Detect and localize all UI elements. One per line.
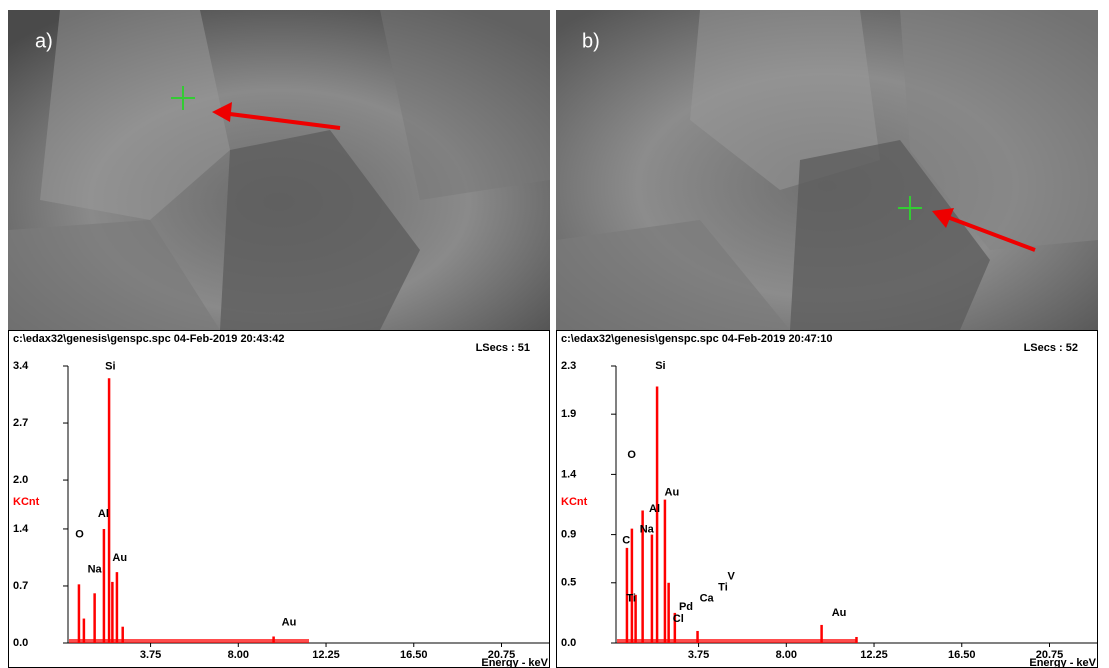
element-label: V	[727, 571, 735, 583]
x-tick-label: 16.50	[948, 649, 976, 661]
y-tick-label: 0.0	[13, 637, 28, 649]
y-tick-label: 0.5	[561, 577, 576, 589]
chart-header: c:\edax32\genesis\genspc.spc 04-Feb-2019…	[13, 333, 284, 345]
element-label: Pd	[679, 601, 693, 613]
x-axis-label: Energy - keV	[481, 657, 548, 668]
chart-frame	[9, 331, 550, 668]
y-tick-label: 1.4	[13, 523, 29, 535]
x-tick-label: 12.25	[312, 649, 340, 661]
element-label: Au	[112, 552, 127, 564]
x-tick-label: 12.25	[860, 649, 888, 661]
sem-image-a: a)	[8, 10, 550, 330]
y-axis-label: KCnt	[13, 496, 40, 508]
element-label: Si	[655, 360, 665, 372]
spectrum-chart: c:\edax32\genesis\genspc.spc 04-Feb-2019…	[9, 331, 551, 668]
element-label: Au	[665, 486, 680, 498]
element-label: Na	[640, 524, 655, 536]
live-time: LSecs : 51	[476, 342, 530, 354]
y-tick-label: 0.9	[561, 529, 576, 541]
x-tick-label: 3.75	[140, 649, 161, 661]
element-label: O	[75, 529, 84, 541]
panel-label: b)	[582, 30, 600, 52]
element-label: Al	[649, 503, 660, 515]
x-tick-label: 16.50	[400, 649, 428, 661]
element-label: Cl	[673, 613, 684, 625]
x-tick-label: 8.00	[776, 649, 797, 661]
y-axis-label: KCnt	[561, 496, 588, 508]
element-label: Ti	[626, 592, 636, 604]
element-label: Ti	[718, 582, 728, 594]
y-tick-label: 0.0	[561, 637, 576, 649]
element-label: Au	[282, 617, 297, 629]
element-label: Si	[105, 361, 115, 373]
element-label: Na	[88, 564, 103, 576]
x-tick-label: 8.00	[228, 649, 249, 661]
chart-frame	[557, 331, 1098, 668]
y-tick-label: 2.0	[13, 474, 28, 486]
y-tick-label: 1.9	[561, 408, 576, 420]
y-tick-label: 0.7	[13, 580, 28, 592]
panel-label: a)	[35, 30, 53, 52]
chart-header: c:\edax32\genesis\genspc.spc 04-Feb-2019…	[561, 333, 832, 345]
element-label: Al	[98, 508, 109, 520]
y-tick-label: 3.4	[13, 360, 29, 372]
sem-image-b: b)	[556, 10, 1098, 330]
element-label: C	[622, 535, 630, 547]
element-label: Au	[832, 607, 847, 619]
element-label: Ca	[700, 592, 715, 604]
y-tick-label: 2.3	[561, 360, 576, 372]
live-time: LSecs : 52	[1024, 342, 1078, 354]
element-label: O	[627, 449, 636, 461]
figure: a) b) c:\edax32\genesis\genspc.spc 04-Fe…	[0, 0, 1109, 668]
x-tick-label: 3.75	[688, 649, 709, 661]
x-axis-label: Energy - keV	[1029, 657, 1096, 668]
y-tick-label: 1.4	[561, 468, 577, 480]
y-tick-label: 2.7	[13, 417, 28, 429]
spectrum-chart: c:\edax32\genesis\genspc.spc 04-Feb-2019…	[557, 331, 1099, 668]
